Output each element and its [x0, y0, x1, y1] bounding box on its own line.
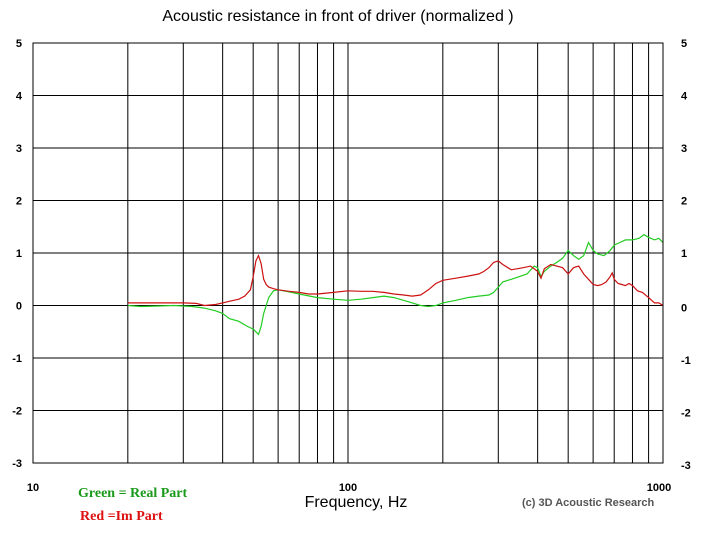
y-tick-labels-right: 5 4 3 2 1 0 -1 -2 -3 — [681, 38, 691, 472]
x-tick-label: 10 — [27, 482, 39, 494]
credit-text: (c) 3D Acoustic Research — [522, 497, 655, 509]
x-tick-label: 100 — [339, 482, 357, 494]
chart-title: Acoustic resistance in front of driver (… — [162, 8, 514, 25]
y-tick-label-right: -2 — [681, 408, 691, 420]
y-tick-label-right: 4 — [681, 91, 688, 103]
im-part-line — [127, 254, 664, 307]
y-tick-label-right: 2 — [681, 196, 687, 208]
y-tick-label-left: 1 — [16, 248, 22, 260]
y-tick-label-right: -1 — [681, 355, 691, 367]
y-tick-label-left: -3 — [12, 458, 22, 470]
y-tick-label-left: -2 — [12, 406, 22, 418]
series-lines — [127, 233, 664, 336]
y-tick-label-right: 0 — [681, 303, 687, 315]
x-axis-label: Frequency, Hz — [304, 494, 408, 511]
y-tick-label-left: -1 — [12, 353, 22, 365]
y-tick-label-right: 1 — [681, 248, 687, 260]
y-tick-label-left: 4 — [16, 91, 23, 103]
x-tick-label: 1000 — [647, 482, 671, 494]
y-tick-label-right: -3 — [681, 460, 691, 472]
y-tick-label-right: 5 — [681, 38, 687, 50]
real-part-line — [127, 233, 664, 336]
plot-frame — [32, 42, 664, 464]
y-tick-label-left: 0 — [16, 301, 22, 313]
y-tick-label-right: 3 — [681, 143, 687, 155]
y-tick-label-left: 5 — [16, 38, 22, 50]
legend-real-part: Green = Real Part — [78, 486, 188, 501]
legend-im-part: Red =Im Part — [80, 509, 163, 524]
y-tick-labels-left: 5 4 3 2 1 0 -1 -2 -3 — [12, 38, 23, 470]
y-tick-label-left: 2 — [16, 196, 22, 208]
grid-lines — [33, 42, 663, 464]
y-tick-label-left: 3 — [16, 143, 22, 155]
x-tick-labels: 10 100 1000 — [27, 482, 671, 494]
